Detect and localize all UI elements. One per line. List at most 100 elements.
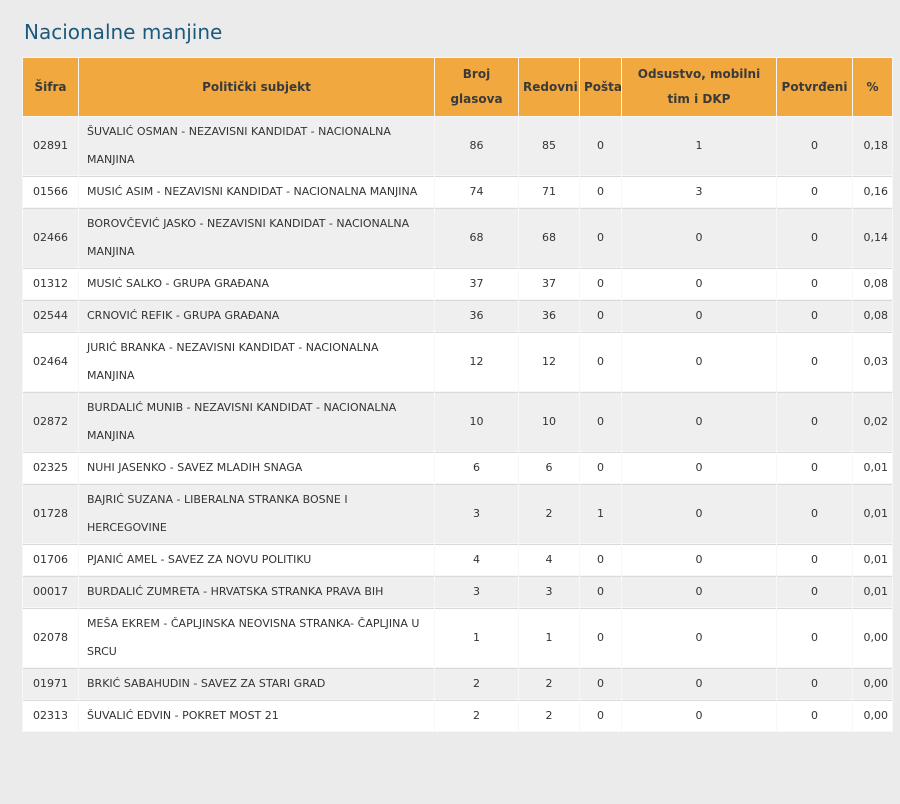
cell-posta: 0 <box>580 117 621 175</box>
cell-redovni: 3 <box>519 576 579 607</box>
cell-sifra: 02466 <box>23 208 78 267</box>
cell-percent: 0,02 <box>853 392 892 451</box>
cell-redovni: 68 <box>519 208 579 267</box>
cell-percent: 0,03 <box>853 332 892 391</box>
cell-sifra: 01728 <box>23 484 78 543</box>
cell-potvrdjeni: 0 <box>777 484 852 543</box>
cell-posta: 1 <box>580 484 621 543</box>
cell-politicki-subjekt: BOROVČEVIĆ JASKO - NEZAVISNI KANDIDAT - … <box>79 208 434 267</box>
cell-redovni: 6 <box>519 452 579 483</box>
cell-sifra: 01566 <box>23 176 78 207</box>
table-row: 01706 PJANIĆ AMEL - SAVEZ ZA NOVU POLITIK… <box>23 544 892 575</box>
cell-broj-glasova: 12 <box>435 332 518 391</box>
cell-posta: 0 <box>580 300 621 331</box>
cell-politicki-subjekt: MEŠA EKREM - ČAPLJINSKA NEOVISNA STRANKA… <box>79 608 434 667</box>
cell-redovni: 10 <box>519 392 579 451</box>
cell-potvrdjeni: 0 <box>777 392 852 451</box>
cell-sifra: 00017 <box>23 576 78 607</box>
cell-broj-glasova: 6 <box>435 452 518 483</box>
cell-sifra: 01312 <box>23 268 78 299</box>
cell-sifra: 02464 <box>23 332 78 391</box>
cell-percent: 0,14 <box>853 208 892 267</box>
cell-percent: 0,01 <box>853 576 892 607</box>
cell-odsustvo-mobilni-tim-dkp: 0 <box>622 268 776 299</box>
cell-percent: 0,01 <box>853 484 892 543</box>
cell-sifra: 01706 <box>23 544 78 575</box>
page: Nacionalne manjine Šifra Politički subjek… <box>22 20 893 732</box>
cell-broj-glasova: 4 <box>435 544 518 575</box>
cell-politicki-subjekt: BURDALIĆ ZUMRETA - HRVATSKA STRANKA PRAV… <box>79 576 434 607</box>
cell-posta: 0 <box>580 392 621 451</box>
cell-posta: 0 <box>580 576 621 607</box>
table-row: 02325 NUHI JASENKO - SAVEZ MLADIH SNAGA 6 6… <box>23 452 892 483</box>
cell-odsustvo-mobilni-tim-dkp: 3 <box>622 176 776 207</box>
cell-potvrdjeni: 0 <box>777 300 852 331</box>
cell-potvrdjeni: 0 <box>777 668 852 699</box>
cell-broj-glasova: 1 <box>435 608 518 667</box>
cell-redovni: 12 <box>519 332 579 391</box>
cell-sifra: 02313 <box>23 700 78 731</box>
cell-politicki-subjekt: ŠUVALIĆ EDVIN - POKRET MOST 21 <box>79 700 434 731</box>
column-header-broj-glasova: Broj glasova <box>435 58 518 116</box>
cell-politicki-subjekt: NUHI JASENKO - SAVEZ MLADIH SNAGA <box>79 452 434 483</box>
table-row: 02872 BURDALIĆ MUNIB - NEZAVISNI KANDIDAT… <box>23 392 892 451</box>
cell-posta: 0 <box>580 668 621 699</box>
cell-posta: 0 <box>580 544 621 575</box>
column-header-posta: Pošta <box>580 58 622 116</box>
cell-potvrdjeni: 0 <box>777 452 852 483</box>
table-row: 01971 BRKIĆ SABAHUDIN - SAVEZ ZA STARI GR… <box>23 668 892 699</box>
cell-potvrdjeni: 0 <box>777 700 852 731</box>
cell-redovni: 2 <box>519 484 579 543</box>
cell-redovni: 1 <box>519 608 579 667</box>
cell-potvrdjeni: 0 <box>777 576 852 607</box>
cell-percent: 0,08 <box>853 268 892 299</box>
cell-odsustvo-mobilni-tim-dkp: 0 <box>622 700 776 731</box>
cell-politicki-subjekt: JURIĆ BRANKA - NEZAVISNI KANDIDAT - NACI… <box>79 332 434 391</box>
cell-odsustvo-mobilni-tim-dkp: 0 <box>622 452 776 483</box>
cell-politicki-subjekt: MUSIĆ ASIM - NEZAVISNI KANDIDAT - NACION… <box>79 176 434 207</box>
cell-redovni: 85 <box>519 117 579 175</box>
table-row: 02313 ŠUVALIĆ EDVIN - POKRET MOST 21 2 2 0 0 0… <box>23 700 892 731</box>
column-header-sifra: Šifra <box>23 58 78 116</box>
table-row: 01728 BAJRIĆ SUZANA - LIBERALNA STRANKA B… <box>23 484 892 543</box>
cell-percent: 0,08 <box>853 300 892 331</box>
cell-redovni: 37 <box>519 268 579 299</box>
cell-potvrdjeni: 0 <box>777 176 852 207</box>
cell-percent: 0,18 <box>853 117 892 175</box>
cell-percent: 0,00 <box>853 700 892 731</box>
page-title: Nacionalne manjine <box>24 20 223 44</box>
cell-broj-glasova: 2 <box>435 700 518 731</box>
cell-percent: 0,01 <box>853 452 892 483</box>
cell-odsustvo-mobilni-tim-dkp: 1 <box>622 117 776 175</box>
cell-politicki-subjekt: PJANIĆ AMEL - SAVEZ ZA NOVU POLITIKU <box>79 544 434 575</box>
cell-odsustvo-mobilni-tim-dkp: 0 <box>622 668 776 699</box>
results-table: Šifra Politički subjekt Broj glasova Redovn… <box>22 57 893 732</box>
cell-redovni: 2 <box>519 668 579 699</box>
cell-sifra: 02544 <box>23 300 78 331</box>
cell-broj-glasova: 86 <box>435 117 518 175</box>
table-row: 01312 MUSIĆ SALKO - GRUPA GRAĐANA 37 37 0 0 0 0… <box>23 268 892 299</box>
cell-posta: 0 <box>580 608 621 667</box>
cell-potvrdjeni: 0 <box>777 544 852 575</box>
cell-odsustvo-mobilni-tim-dkp: 0 <box>622 208 776 267</box>
cell-politicki-subjekt: CRNOVIĆ REFIK - GRUPA GRAĐANA <box>79 300 434 331</box>
cell-redovni: 4 <box>519 544 579 575</box>
cell-posta: 0 <box>580 176 621 207</box>
cell-sifra: 02325 <box>23 452 78 483</box>
column-header-politicki-subjekt: Politički subjekt <box>79 58 434 116</box>
table-row: 00017 BURDALIĆ ZUMRETA - HRVATSKA STRANKA… <box>23 576 892 607</box>
cell-odsustvo-mobilni-tim-dkp: 0 <box>622 608 776 667</box>
cell-broj-glasova: 36 <box>435 300 518 331</box>
cell-politicki-subjekt: BRKIĆ SABAHUDIN - SAVEZ ZA STARI GRAD <box>79 668 434 699</box>
table-row: 02466 BOROVČEVIĆ JASKO - NEZAVISNI KANDID… <box>23 208 892 267</box>
cell-broj-glasova: 68 <box>435 208 518 267</box>
cell-posta: 0 <box>580 452 621 483</box>
cell-broj-glasova: 2 <box>435 668 518 699</box>
cell-potvrdjeni: 0 <box>777 332 852 391</box>
cell-potvrdjeni: 0 <box>777 608 852 667</box>
table-row: 02544 CRNOVIĆ REFIK - GRUPA GRAĐANA 36 36 0 0… <box>23 300 892 331</box>
cell-sifra: 02078 <box>23 608 78 667</box>
table-row: 02464 JURIĆ BRANKA - NEZAVISNI KANDIDAT -… <box>23 332 892 391</box>
column-header-potvrdjeni: Potvrđeni <box>777 58 852 116</box>
header-row: Šifra Politički subjekt Broj glasova Redovn… <box>23 58 892 116</box>
